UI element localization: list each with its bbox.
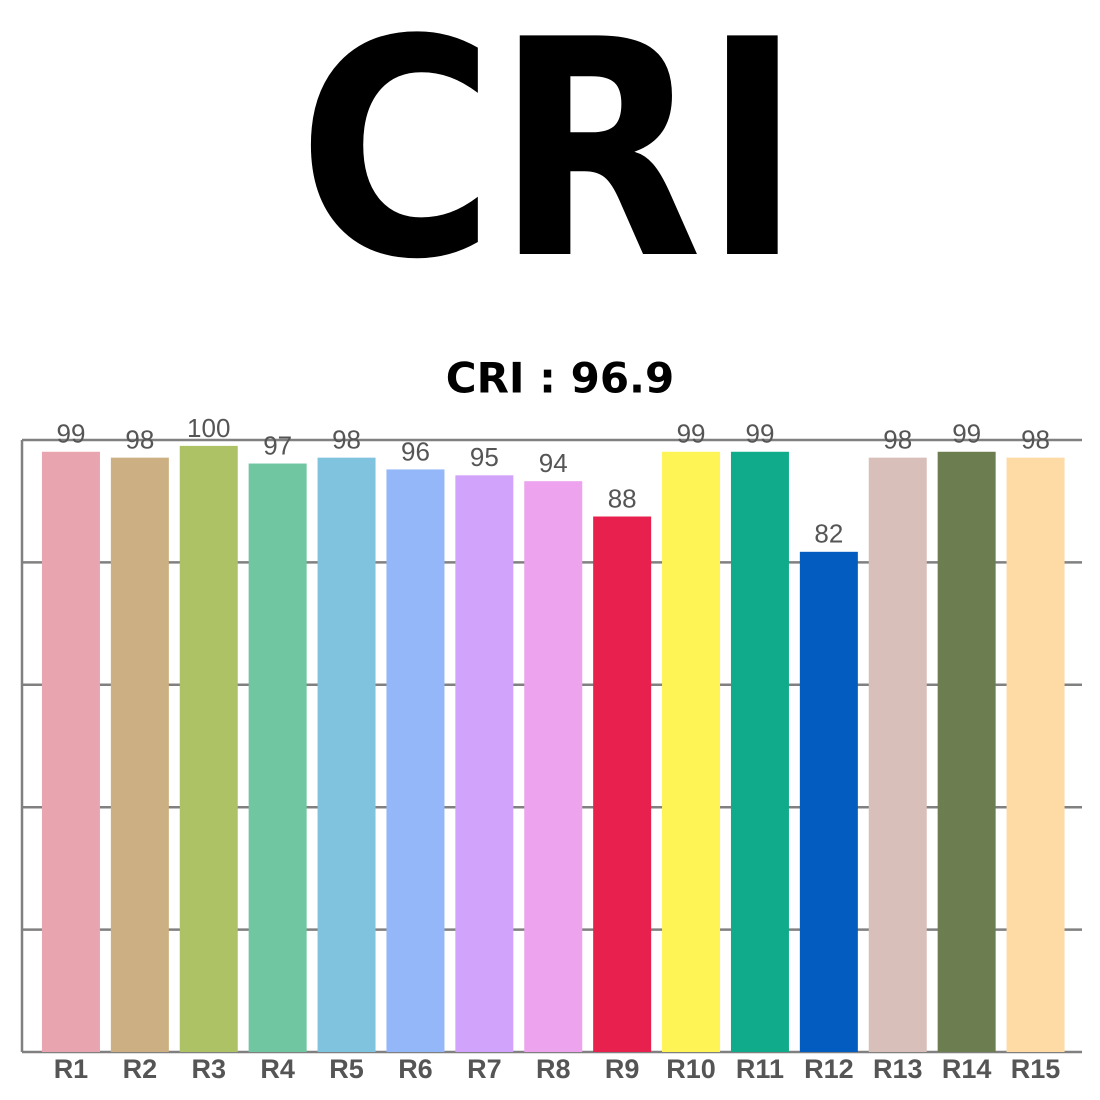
x-tick-label: R6 <box>398 1054 433 1084</box>
x-tick-label: R11 <box>736 1054 784 1084</box>
value-label: 98 <box>125 425 154 455</box>
bar <box>248 463 307 1052</box>
bar <box>937 451 996 1052</box>
x-tick-label: R4 <box>260 1054 295 1084</box>
value-label: 97 <box>263 430 292 460</box>
x-tick-label: R5 <box>329 1054 364 1084</box>
bar <box>799 551 858 1052</box>
value-label: 99 <box>56 419 85 449</box>
bar <box>1006 457 1065 1053</box>
value-label: 88 <box>608 483 637 513</box>
value-label: 82 <box>814 519 843 549</box>
value-label: 98 <box>883 425 912 455</box>
value-label: 99 <box>745 419 774 449</box>
value-label: 94 <box>539 448 568 478</box>
x-tick-label: R10 <box>666 1054 716 1084</box>
x-tick-label: R8 <box>536 1054 571 1084</box>
x-tick-label: R9 <box>605 1054 640 1084</box>
x-tick-label: R15 <box>1011 1054 1061 1084</box>
x-tick-label: R2 <box>123 1054 158 1084</box>
value-label: 98 <box>1021 425 1050 455</box>
bar <box>868 457 927 1053</box>
bar <box>41 451 100 1052</box>
value-label: 96 <box>401 436 430 466</box>
x-tick-label: R14 <box>942 1054 992 1084</box>
bar <box>386 469 445 1052</box>
bar <box>524 481 583 1052</box>
bar <box>662 451 721 1052</box>
bar <box>179 445 238 1052</box>
bar <box>593 516 652 1052</box>
x-tick-label: R1 <box>54 1054 89 1084</box>
bar <box>455 475 514 1052</box>
x-tick-label: R12 <box>804 1054 854 1084</box>
bar <box>730 451 789 1052</box>
value-label: 98 <box>332 425 361 455</box>
bar <box>110 457 169 1053</box>
x-tick-label: R13 <box>873 1054 923 1084</box>
value-label: 99 <box>677 419 706 449</box>
chart-subtitle: CRI : 96.9 <box>446 354 674 403</box>
x-tick-label: R7 <box>467 1054 502 1084</box>
value-label: 100 <box>187 413 230 443</box>
chart-title: CRI <box>298 0 803 325</box>
value-label: 95 <box>470 442 499 472</box>
value-label: 99 <box>952 419 981 449</box>
bar <box>317 457 376 1053</box>
x-tick-label: R3 <box>191 1054 226 1084</box>
